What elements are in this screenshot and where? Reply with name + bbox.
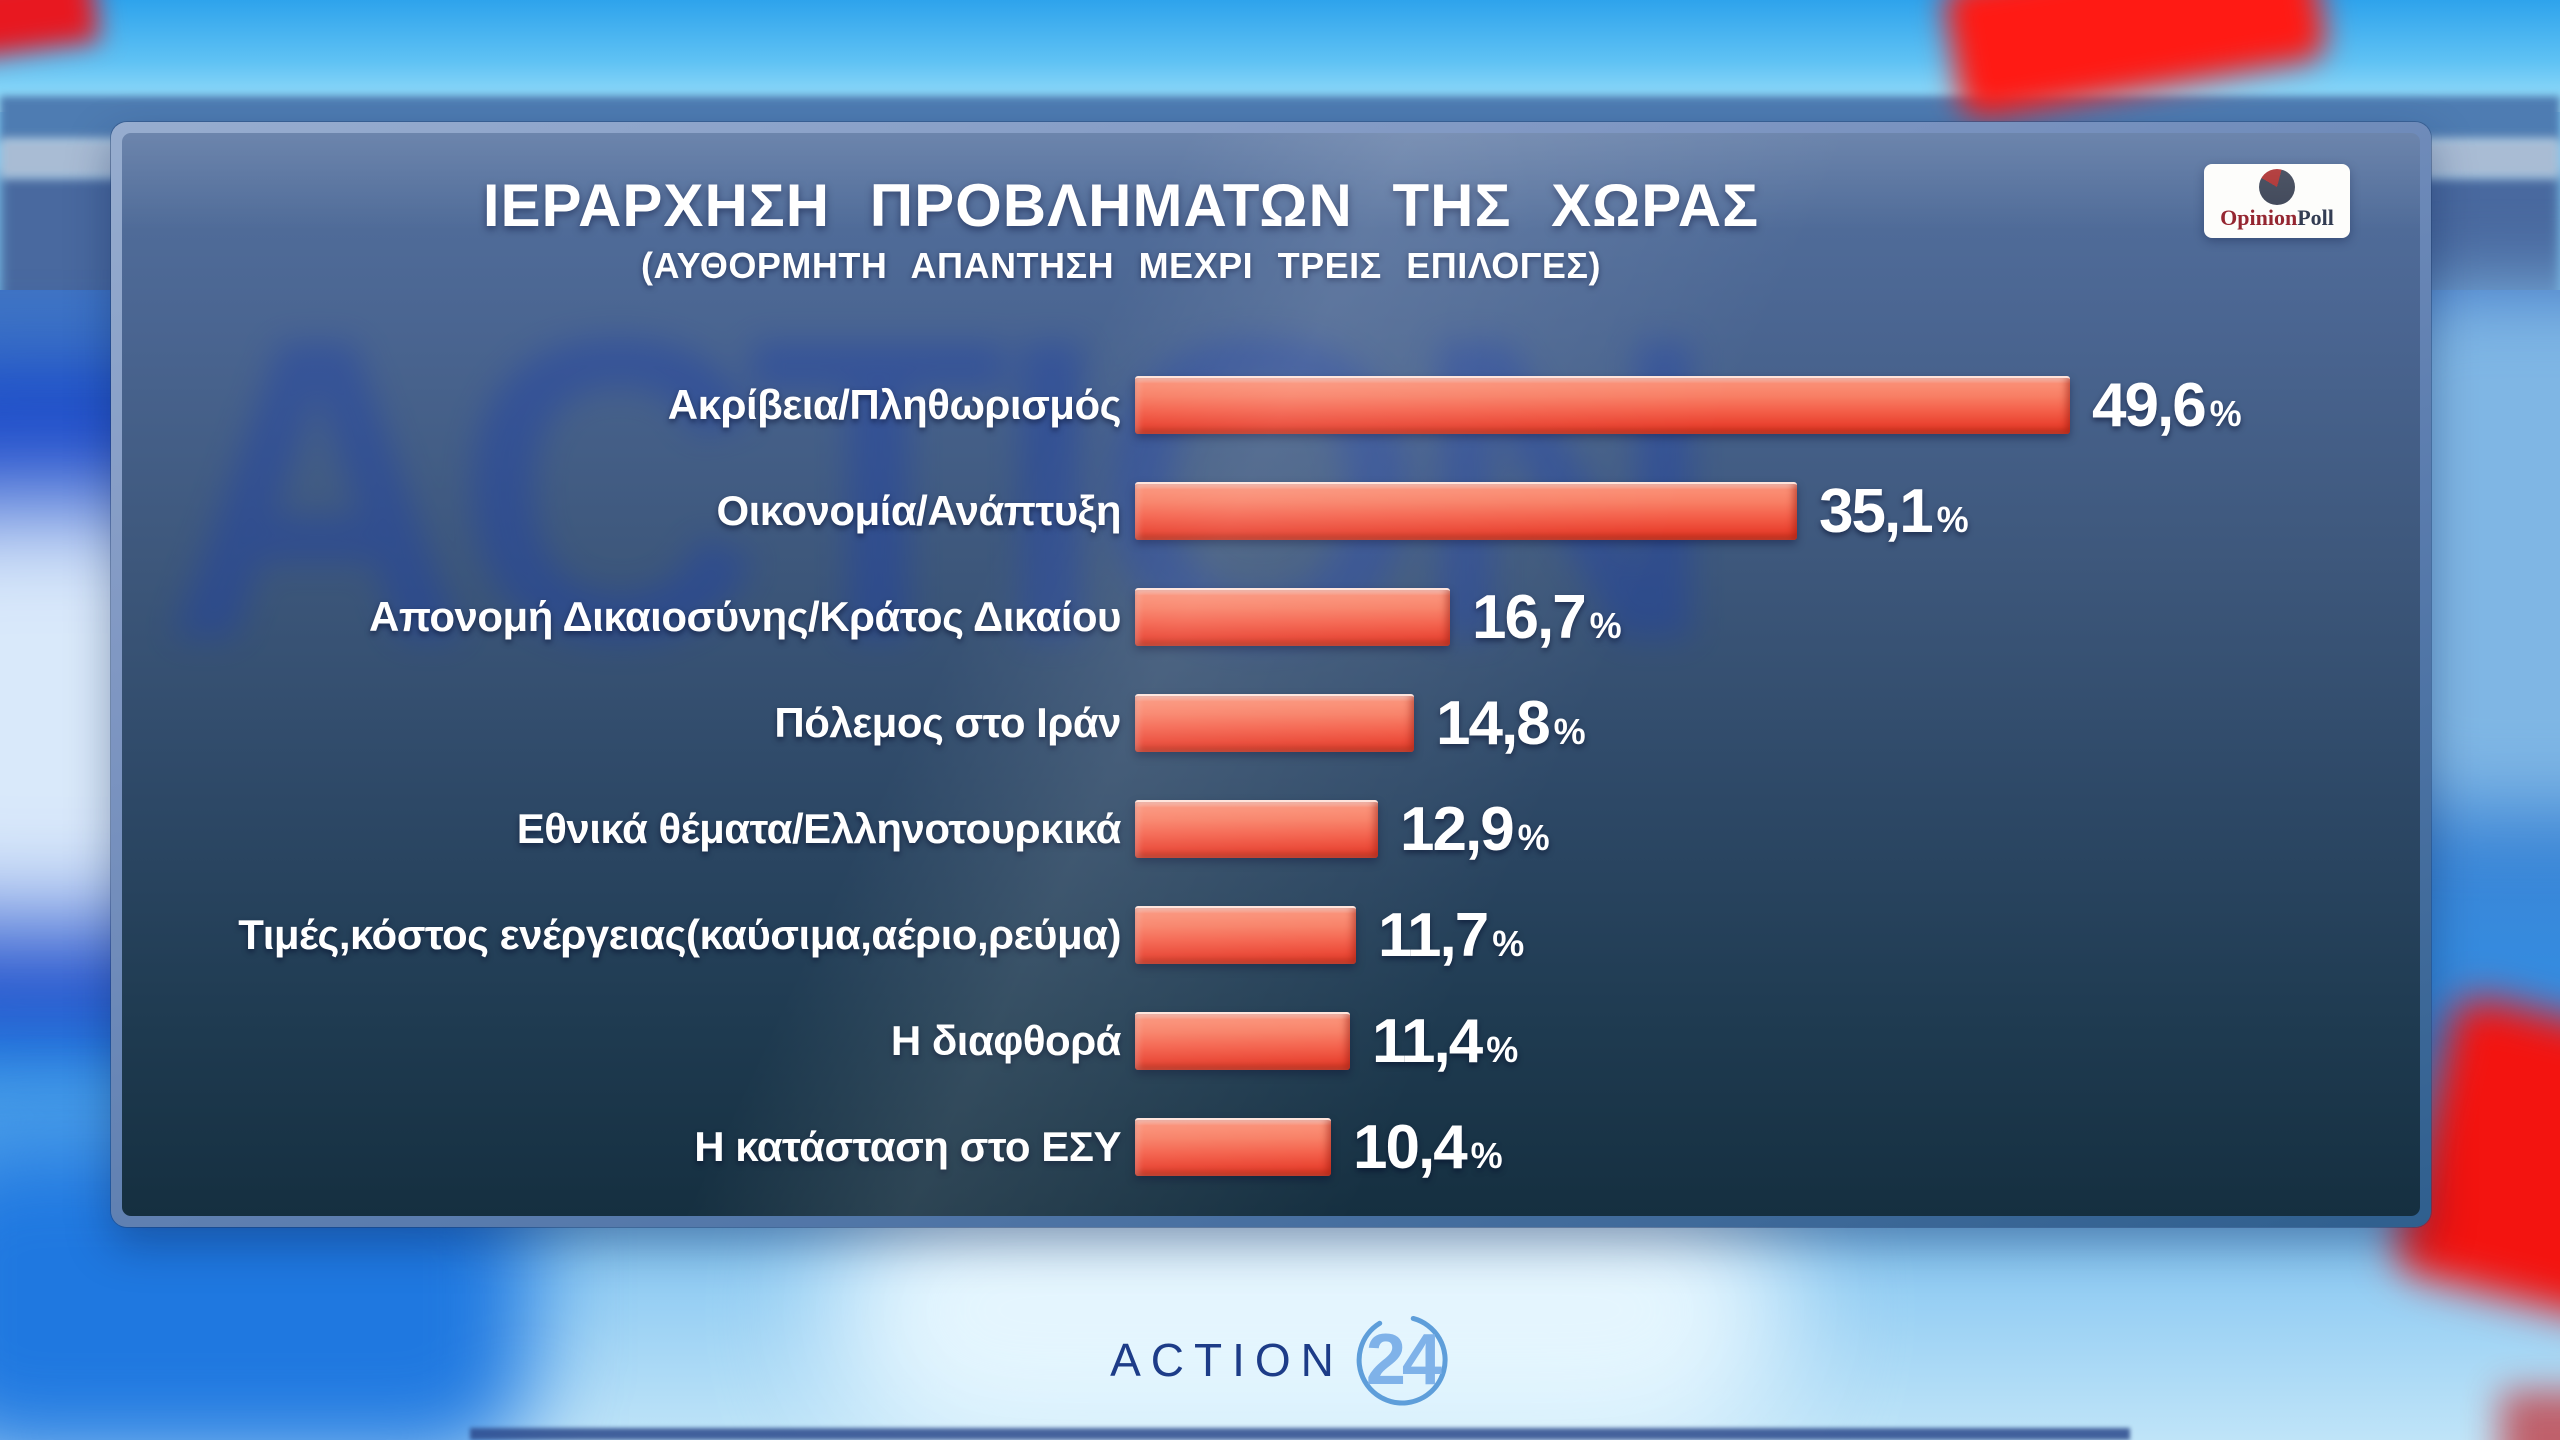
bar-row: Απονομή Δικαιοσύνης/Κράτος Δικαίου 16,7% [146, 564, 2410, 670]
percent-sign: % [1936, 498, 1969, 540]
bar-row: Η κατάσταση στο ΕΣΥ 10,4% [146, 1094, 2410, 1200]
channel-logo-number: 24 [1365, 1320, 1442, 1400]
bar [1135, 694, 1414, 752]
bar [1135, 1118, 1331, 1176]
value-label: 49,6% [2092, 370, 2242, 441]
chart-subtitle: (ΑΥΘΟΡΜΗΤΗ ΑΠΑΝΤΗΣΗ ΜΕΧΡΙ ΤΡΕΙΣ ΕΠΙΛΟΓΕΣ… [640, 245, 1602, 286]
bar [1135, 588, 1450, 646]
channel-logo-circle: 24 [1354, 1312, 1450, 1408]
value-number: 14,8 [1436, 688, 1551, 758]
opinionpoll-name-part2: Poll [2297, 205, 2334, 230]
bar-row: Η διαφθορά 11,4% [146, 988, 2410, 1094]
percent-sign: % [1492, 922, 1525, 964]
category-label: Η κατάσταση στο ΕΣΥ [694, 1123, 1121, 1170]
percent-sign: % [1589, 604, 1622, 646]
bg-red-shape-bottom-right [2500, 1390, 2560, 1440]
bar-row: Οικονομία/Ανάπτυξη 35,1% [146, 458, 2410, 564]
value-label: 16,7% [1472, 582, 1622, 653]
bar-rows: Ακρίβεια/Πληθωρισμός 49,6% Οικονομία/Ανάπτ… [146, 352, 2410, 1200]
chart-panel: ACTION ΙΕΡΑΡΧΗΣΗ ΠΡΟΒΛΗΜΑΤΩΝ ΤΗΣ ΧΩΡΑΣ (… [111, 122, 2431, 1227]
opinionpoll-name-part1: Opinion [2220, 205, 2298, 230]
value-number: 35,1 [1819, 476, 1934, 546]
opinionpoll-name: OpinionPoll [2220, 205, 2334, 231]
category-label: Απονομή Δικαιοσύνης/Κράτος Δικαίου [369, 593, 1121, 640]
category-label: Η διαφθορά [890, 1017, 1122, 1064]
value-number: 49,6 [2092, 370, 2207, 440]
channel-logo-text: ACTION [1110, 1334, 1344, 1386]
opinionpoll-badge: OpinionPoll [2204, 164, 2350, 238]
bar-row: Ακρίβεια/Πληθωρισμός 49,6% [146, 352, 2410, 458]
bar [1135, 906, 1356, 964]
percent-sign: % [1517, 816, 1550, 858]
bg-bottom-navy-strip [470, 1428, 2130, 1440]
bar-row: Πόλεμος στο Ιράν 14,8% [146, 670, 2410, 776]
value-number: 10,4 [1353, 1112, 1468, 1182]
percent-sign: % [1553, 710, 1586, 752]
value-number: 11,7 [1378, 900, 1489, 970]
value-label: 11,4% [1372, 1006, 1518, 1077]
bar [1135, 1012, 1350, 1070]
channel-logo: ACTION 24 [1110, 1312, 1450, 1408]
value-label: 35,1% [1819, 476, 1969, 547]
percent-sign: % [2209, 392, 2242, 434]
bar-row: Τιμές,κόστος ενέργειας(καύσιμα,αέριο,ρεύ… [146, 882, 2410, 988]
bar [1135, 482, 1797, 540]
category-label: Πόλεμος στο Ιράν [774, 699, 1121, 746]
category-label: Οικονομία/Ανάπτυξη [716, 487, 1121, 534]
pie-chart-icon [2259, 169, 2295, 205]
chart-panel-inner: ACTION ΙΕΡΑΡΧΗΣΗ ΠΡΟΒΛΗΜΑΤΩΝ ΤΗΣ ΧΩΡΑΣ (… [122, 133, 2420, 1216]
category-label: Εθνικά θέματα/Ελληνοτουρκικά [516, 805, 1122, 852]
value-label: 10,4% [1353, 1112, 1503, 1183]
circle-arc-icon [1356, 1314, 1448, 1406]
percent-sign: % [1470, 1134, 1503, 1176]
chart-title: ΙΕΡΑΡΧΗΣΗ ΠΡΟΒΛΗΜΑΤΩΝ ΤΗΣ ΧΩΡΑΣ [482, 172, 1760, 239]
value-label: 14,8% [1436, 688, 1586, 759]
bar [1135, 376, 2070, 434]
value-label: 12,9% [1400, 794, 1550, 865]
value-number: 11,4 [1372, 1006, 1483, 1076]
value-number: 12,9 [1400, 794, 1515, 864]
value-number: 16,7 [1472, 582, 1587, 652]
category-label: Ακρίβεια/Πληθωρισμός [667, 381, 1122, 428]
value-label: 11,7% [1378, 900, 1524, 971]
bar [1135, 800, 1378, 858]
percent-sign: % [1486, 1028, 1519, 1070]
bar-row: Εθνικά θέματα/Ελληνοτουρκικά 12,9% [146, 776, 2410, 882]
category-label: Τιμές,κόστος ενέργειας(καύσιμα,αέριο,ρεύ… [238, 911, 1121, 958]
